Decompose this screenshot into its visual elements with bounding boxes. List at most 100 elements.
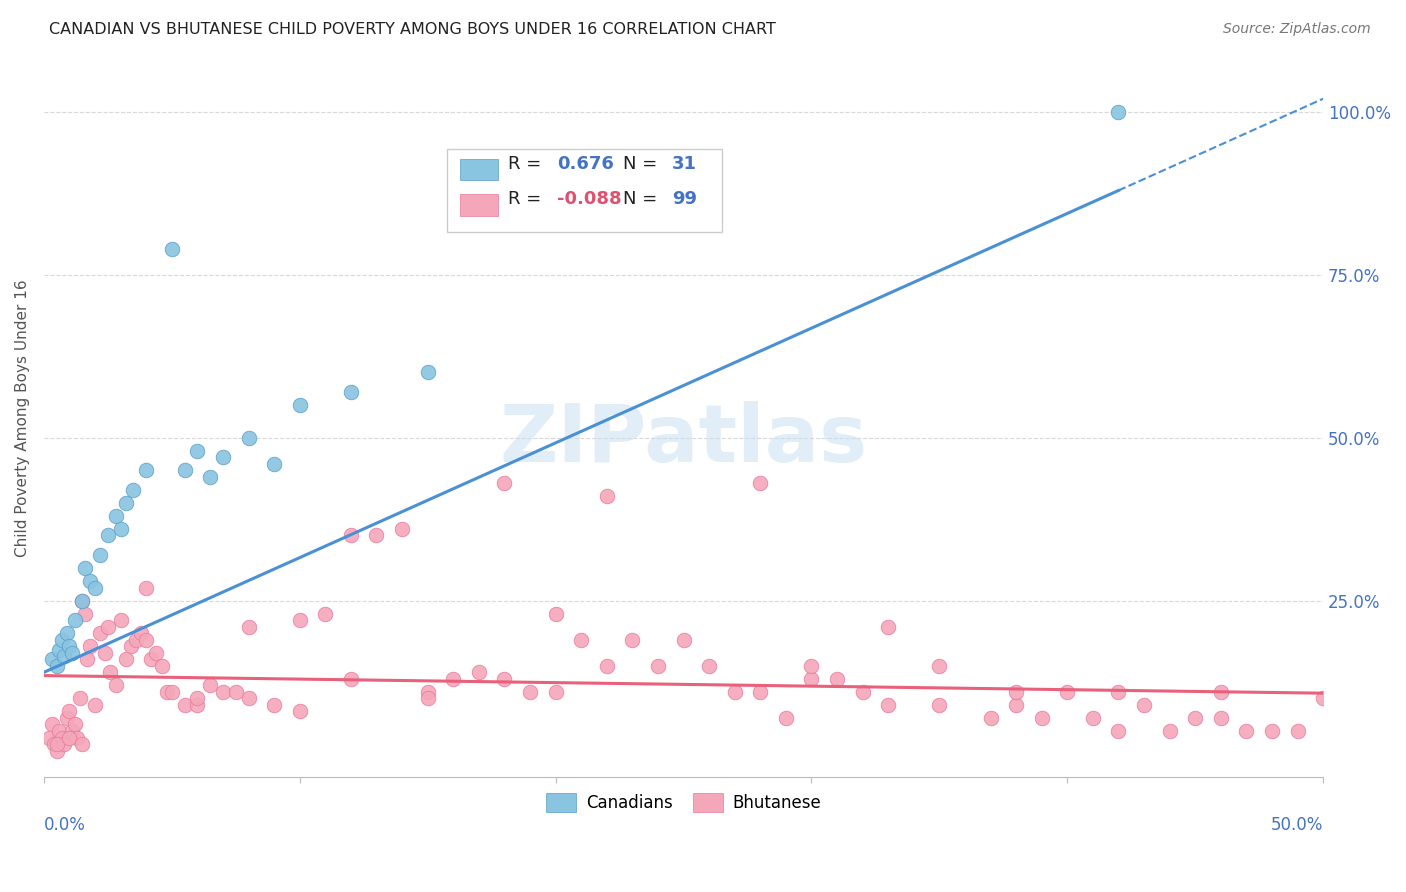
Point <box>84 698 107 712</box>
Point <box>288 398 311 412</box>
Point <box>145 646 167 660</box>
Point <box>621 632 644 647</box>
Point <box>51 731 73 745</box>
Point <box>263 698 285 712</box>
Point <box>1107 724 1129 739</box>
Point <box>544 607 567 621</box>
Point <box>288 613 311 627</box>
Point <box>53 648 76 663</box>
Point <box>519 685 541 699</box>
Point <box>73 561 96 575</box>
Point <box>160 242 183 256</box>
Point <box>596 489 619 503</box>
Text: ZIPatlas: ZIPatlas <box>499 401 868 479</box>
Point <box>340 528 363 542</box>
Point <box>1005 685 1028 699</box>
Point <box>135 463 157 477</box>
Point <box>314 607 336 621</box>
Point <box>238 431 260 445</box>
Point <box>45 737 67 751</box>
Point <box>596 658 619 673</box>
Text: R =: R = <box>508 190 547 209</box>
Point <box>1031 711 1053 725</box>
Point <box>263 457 285 471</box>
Text: 0.0%: 0.0% <box>44 816 86 834</box>
Point <box>198 678 221 692</box>
Point <box>97 620 120 634</box>
Point <box>48 642 70 657</box>
Point <box>1107 104 1129 119</box>
Point <box>366 528 388 542</box>
Point <box>1261 724 1284 739</box>
Point <box>41 717 63 731</box>
Point <box>416 366 439 380</box>
Point <box>238 620 260 634</box>
Point <box>63 613 86 627</box>
Point <box>173 463 195 477</box>
Text: 50.0%: 50.0% <box>1271 816 1323 834</box>
Point <box>212 450 235 465</box>
Point <box>186 691 208 706</box>
Point <box>441 672 464 686</box>
Point <box>186 443 208 458</box>
FancyBboxPatch shape <box>460 159 498 180</box>
Point <box>60 724 83 739</box>
Point <box>1005 698 1028 712</box>
FancyBboxPatch shape <box>447 149 721 232</box>
Point <box>66 731 89 745</box>
Point <box>110 522 132 536</box>
Text: Source: ZipAtlas.com: Source: ZipAtlas.com <box>1223 22 1371 37</box>
Text: R =: R = <box>508 154 547 172</box>
Point <box>1184 711 1206 725</box>
Text: 31: 31 <box>672 154 697 172</box>
Point <box>69 691 91 706</box>
Point <box>1159 724 1181 739</box>
Point <box>468 665 491 680</box>
Point <box>150 658 173 673</box>
Point <box>198 470 221 484</box>
Point <box>569 632 592 647</box>
Point <box>494 476 516 491</box>
Point <box>58 705 80 719</box>
Text: 0.676: 0.676 <box>557 154 614 172</box>
Point <box>1209 685 1232 699</box>
Point <box>45 658 67 673</box>
Point <box>212 685 235 699</box>
Point <box>97 528 120 542</box>
Point <box>72 593 94 607</box>
Point <box>928 658 950 673</box>
Point <box>120 640 142 654</box>
Point <box>156 685 179 699</box>
Point <box>122 483 145 497</box>
Point <box>104 678 127 692</box>
Point <box>72 737 94 751</box>
Point <box>53 737 76 751</box>
Legend: Canadians, Bhutanese: Canadians, Bhutanese <box>538 786 828 819</box>
Text: N =: N = <box>623 190 664 209</box>
Point <box>94 646 117 660</box>
Point <box>186 698 208 712</box>
Point <box>724 685 747 699</box>
FancyBboxPatch shape <box>460 194 498 216</box>
Point <box>749 685 772 699</box>
Text: -0.088: -0.088 <box>557 190 621 209</box>
Point <box>56 711 79 725</box>
Point <box>58 640 80 654</box>
Point <box>129 626 152 640</box>
Point <box>79 640 101 654</box>
Point <box>141 652 163 666</box>
Point <box>288 705 311 719</box>
Point <box>544 685 567 699</box>
Point <box>877 620 900 634</box>
Point <box>56 626 79 640</box>
Point <box>76 652 98 666</box>
Point <box>672 632 695 647</box>
Point <box>135 581 157 595</box>
Point <box>41 652 63 666</box>
Point <box>125 632 148 647</box>
Point <box>114 652 136 666</box>
Text: 99: 99 <box>672 190 697 209</box>
Point <box>89 626 111 640</box>
Point <box>79 574 101 588</box>
Point <box>1286 724 1309 739</box>
